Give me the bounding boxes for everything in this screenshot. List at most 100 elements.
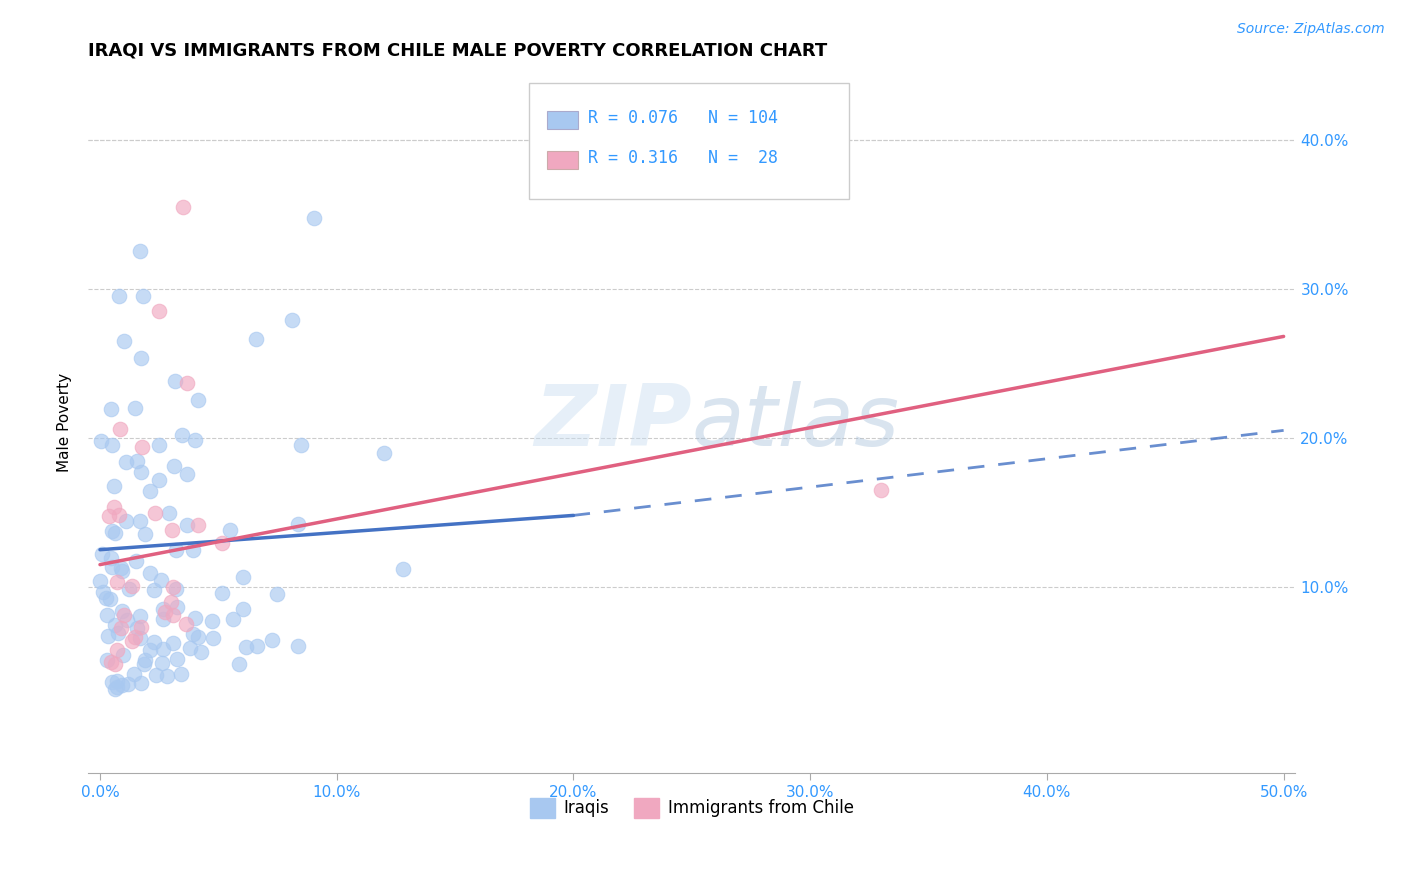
Point	[165, 582, 187, 597]
Point	[129, 631, 152, 645]
Point	[105, 673, 128, 688]
Point	[111, 564, 134, 578]
Point	[108, 289, 131, 303]
Point	[94, 591, 117, 606]
Point	[115, 613, 138, 627]
Point	[124, 401, 146, 415]
Point	[100, 550, 122, 565]
Point	[870, 483, 893, 497]
Point	[124, 630, 146, 644]
Point	[211, 536, 233, 550]
Point	[148, 304, 170, 318]
FancyBboxPatch shape	[547, 151, 578, 169]
FancyBboxPatch shape	[529, 83, 849, 199]
Point	[121, 579, 143, 593]
Point	[112, 608, 135, 623]
Point	[176, 376, 198, 391]
Point	[129, 514, 152, 528]
Point	[139, 643, 162, 657]
Point	[152, 611, 174, 625]
Point	[97, 629, 120, 643]
Point	[110, 621, 132, 635]
Point	[160, 523, 183, 537]
Point	[281, 313, 304, 327]
Point	[170, 428, 193, 442]
Point	[127, 453, 149, 467]
Point	[104, 657, 127, 672]
Point	[157, 506, 180, 520]
Point	[181, 627, 204, 641]
Point	[290, 438, 312, 452]
Point	[101, 560, 124, 574]
Point	[145, 668, 167, 682]
Point	[125, 554, 148, 568]
Point	[172, 200, 194, 214]
Point	[131, 351, 153, 365]
Point	[101, 524, 124, 539]
Point	[91, 585, 114, 599]
Point	[117, 582, 139, 597]
Point	[129, 244, 152, 259]
Point	[98, 592, 121, 607]
Point	[156, 668, 179, 682]
Point	[129, 620, 152, 634]
Point	[149, 573, 172, 587]
Point	[98, 508, 121, 523]
Point	[162, 608, 184, 623]
Point	[163, 374, 186, 388]
Point	[100, 402, 122, 417]
FancyBboxPatch shape	[547, 111, 578, 129]
Point	[287, 517, 309, 532]
Point	[108, 421, 131, 435]
Point	[228, 657, 250, 671]
Point	[112, 334, 135, 348]
Point	[90, 548, 112, 562]
Point	[96, 653, 118, 667]
Point	[218, 523, 240, 537]
Point	[134, 657, 156, 672]
Point	[105, 680, 128, 694]
Point	[373, 446, 395, 460]
Point	[181, 543, 204, 558]
Point	[163, 458, 186, 473]
Point	[166, 652, 188, 666]
Point	[103, 500, 125, 515]
Point	[211, 585, 233, 599]
Point	[392, 562, 415, 576]
Point	[162, 580, 184, 594]
Point	[104, 681, 127, 696]
Point	[287, 639, 309, 653]
Point	[201, 615, 224, 629]
Point	[179, 640, 201, 655]
Point	[246, 639, 269, 653]
Point	[134, 653, 156, 667]
Point	[170, 666, 193, 681]
Point	[245, 332, 267, 346]
Point	[150, 656, 173, 670]
Point	[142, 635, 165, 649]
Point	[202, 632, 225, 646]
Point	[108, 508, 131, 522]
Point	[232, 601, 254, 615]
Point	[142, 583, 165, 598]
Point	[162, 636, 184, 650]
Point	[111, 604, 134, 618]
Point	[174, 617, 197, 632]
Point	[105, 574, 128, 589]
Point	[260, 632, 283, 647]
Point	[105, 643, 128, 657]
Point	[222, 612, 245, 626]
Text: ZIP: ZIP	[534, 382, 692, 465]
Text: Source: ZipAtlas.com: Source: ZipAtlas.com	[1237, 22, 1385, 37]
Point	[143, 506, 166, 520]
Point	[304, 211, 326, 226]
Point	[176, 467, 198, 481]
Legend: Iraqis, Immigrants from Chile: Iraqis, Immigrants from Chile	[523, 791, 860, 825]
Point	[187, 518, 209, 533]
Point	[100, 675, 122, 690]
Text: IRAQI VS IMMIGRANTS FROM CHILE MALE POVERTY CORRELATION CHART: IRAQI VS IMMIGRANTS FROM CHILE MALE POVE…	[89, 42, 827, 60]
Point	[266, 587, 288, 601]
Point	[166, 600, 188, 615]
Point	[103, 479, 125, 493]
Point	[114, 515, 136, 529]
